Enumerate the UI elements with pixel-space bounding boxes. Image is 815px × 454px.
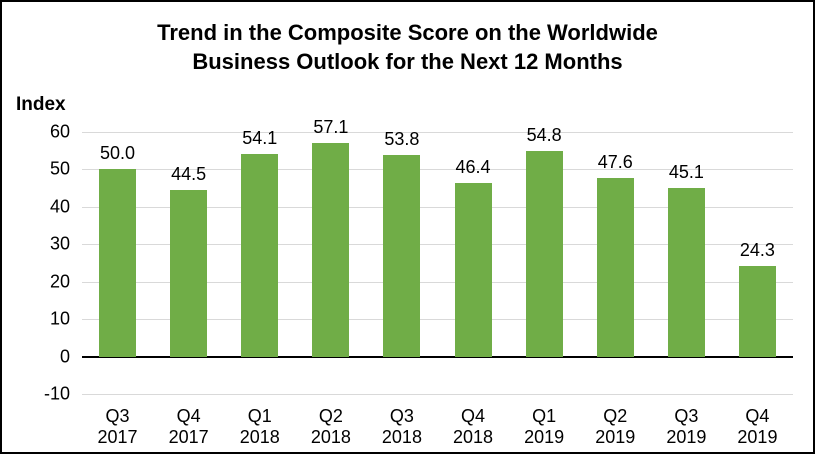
- x-tick-label-Q1-2018: Q1 2018: [239, 406, 280, 447]
- bar-Q4-2017: [170, 190, 208, 357]
- bar-value-label-Q1-2019: 54.8: [526, 125, 562, 146]
- y-tick-label-50: 50: [49, 158, 70, 179]
- x-axis-tick-labels: Q3 2017 Q4 2017 Q1 2018 Q2 2018 Q3 2018 Q4 2018 Q1 20…: [82, 406, 793, 452]
- x-tick-label-Q2-2018: Q2 2018: [310, 406, 351, 447]
- gridline-40: [82, 206, 793, 208]
- y-tick-label-20: 20: [49, 271, 70, 292]
- y-tick-label-30: 30: [49, 233, 70, 254]
- bar-Q4-2018: [454, 182, 492, 357]
- x-tick-label-Q3-2018: Q3 2018: [381, 406, 422, 447]
- bar-value-label-Q2-2019: 47.6: [597, 152, 633, 173]
- gridline-30: [82, 244, 793, 246]
- bar-value-label-Q4-2018: 46.4: [455, 156, 491, 177]
- chart-title: Trend in the Composite Score on the Worl…: [2, 18, 813, 76]
- x-tick-label-Q4-2017: Q4 2017: [168, 406, 209, 447]
- bar-Q1-2018: [241, 154, 279, 357]
- bar-value-label-Q4-2017: 44.5: [171, 164, 207, 184]
- x-tick-label-Q4-2019: Q4 2019: [737, 406, 778, 447]
- y-axis-tick-labels: 60 50 40 30 20 10 0 -10: [2, 122, 70, 404]
- y-tick-label-60: 60: [49, 121, 70, 142]
- chart-title-line2: Business Outlook for the Next 12 Months: [192, 49, 623, 74]
- bar-value-label-Q4-2019: 24.3: [739, 239, 775, 260]
- y-axis-title: Index: [16, 94, 66, 115]
- x-axis-zero-line: [82, 355, 793, 358]
- bar-value-label-Q2-2018: 57.1: [313, 116, 349, 137]
- x-tick-label-Q3-2017: Q3 2017: [97, 406, 138, 447]
- chart-title-line1: Trend in the Composite Score on the Worl…: [157, 20, 658, 45]
- x-tick-label-Q1-2019: Q1 2019: [524, 406, 565, 447]
- gridline-50: [82, 169, 793, 171]
- gridline--10: [82, 394, 793, 395]
- y-tick-label-0: 0: [59, 346, 70, 367]
- bar-value-label-Q3-2018: 53.8: [384, 129, 420, 150]
- y-tick-label--10: -10: [43, 383, 70, 404]
- gridline-20: [82, 281, 793, 283]
- bar-value-label-Q3-2019: 45.1: [668, 161, 704, 182]
- y-tick-label-10: 10: [49, 308, 70, 329]
- bar-value-label-Q1-2018: 54.1: [242, 128, 278, 149]
- bar-Q3-2017: [99, 169, 137, 357]
- x-tick-label-Q4-2018: Q4 2018: [453, 406, 494, 447]
- x-tick-label-Q2-2019: Q2 2019: [595, 406, 636, 447]
- bar-Q3-2019: [667, 187, 705, 357]
- bar-value-label-Q3-2017: 50.0: [100, 143, 136, 164]
- bar-Q1-2019: [525, 151, 563, 357]
- plot-area: 50.0 44.5 54.1 57.1 53.8 46.4 54.8 47.6 45.1 24.3: [82, 117, 793, 395]
- bar-Q2-2019: [596, 178, 634, 357]
- bar-Q3-2018: [383, 155, 421, 357]
- bar-Q2-2018: [312, 142, 350, 357]
- gridline-10: [82, 319, 793, 321]
- y-tick-label-40: 40: [49, 196, 70, 217]
- gridline-60: [82, 132, 793, 133]
- bar-Q4-2019: [738, 265, 776, 357]
- x-tick-label-Q3-2019: Q3 2019: [666, 406, 707, 447]
